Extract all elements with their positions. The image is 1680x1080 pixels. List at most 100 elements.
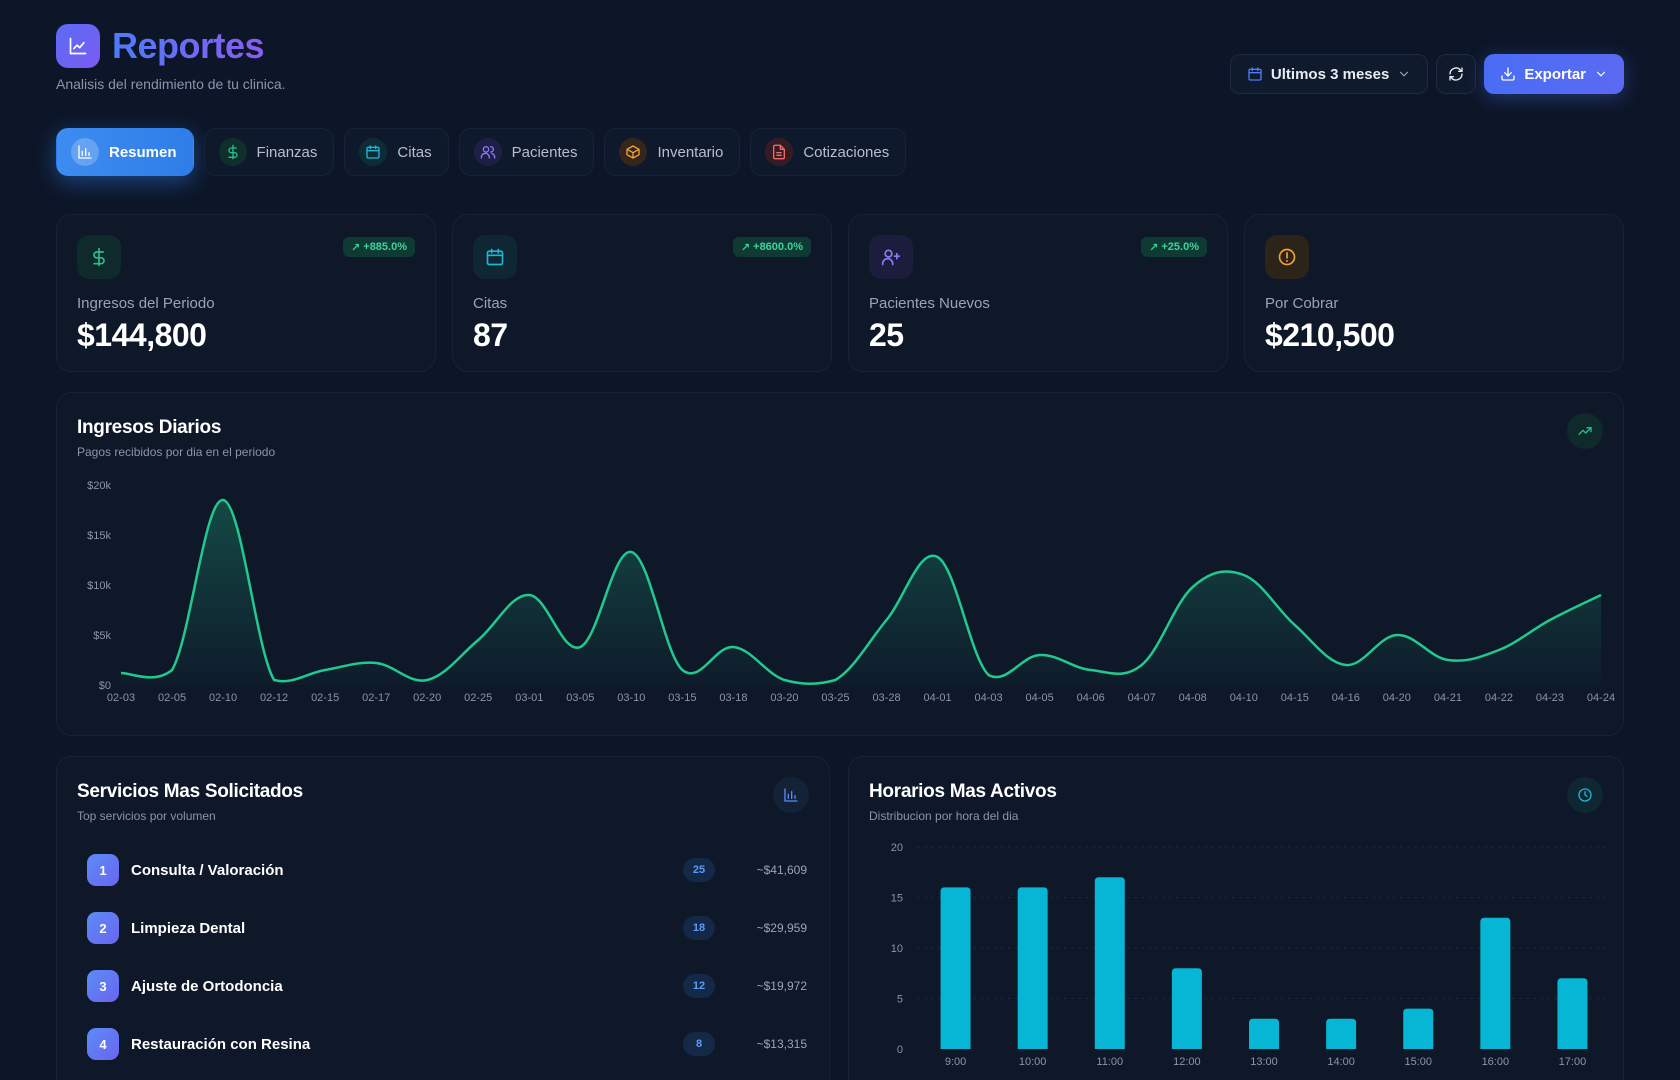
- data-point[interactable]: [1595, 589, 1607, 601]
- badge-value: +8600.0%: [753, 241, 803, 253]
- x-tick-label: 9:00: [945, 1056, 966, 1068]
- y-tick-label: $20k: [87, 480, 111, 492]
- box-icon: [619, 138, 648, 166]
- x-tick-label: 03-01: [515, 692, 543, 704]
- card-subtitle: Pagos recibidos por dia en el periodo: [77, 445, 276, 459]
- data-point[interactable]: [1136, 659, 1148, 671]
- bar[interactable]: [940, 887, 971, 1049]
- data-point[interactable]: [932, 551, 944, 563]
- data-point[interactable]: [268, 674, 280, 686]
- tab-inventario[interactable]: Inventario: [604, 128, 741, 176]
- x-tick-label: 10:00: [1019, 1056, 1047, 1068]
- data-point[interactable]: [1340, 659, 1352, 671]
- data-point[interactable]: [1391, 629, 1403, 641]
- document-icon: [765, 138, 794, 166]
- x-tick-label: 04-05: [1026, 692, 1054, 704]
- x-tick-label: 12:00: [1173, 1056, 1201, 1068]
- data-point[interactable]: [370, 657, 382, 669]
- tab-label: Pacientes: [511, 143, 578, 161]
- growth-badge: ↗ +8600.0%: [732, 237, 811, 257]
- x-tick-label: 02-25: [464, 692, 492, 704]
- data-point[interactable]: [727, 641, 739, 653]
- tab-label: Inventario: [657, 143, 724, 161]
- tab-citas[interactable]: Citas: [344, 128, 449, 176]
- rank-badge: 1: [87, 854, 119, 886]
- service-count: 12: [683, 974, 715, 998]
- list-item[interactable]: 2 Limpieza Dental 18 ~$29,959: [87, 899, 807, 957]
- hours-chart: 0 5 10 15 20 9:00 10:00 11:00 12:00 13:00 14:00 15:…: [891, 842, 1611, 1068]
- tab-cotizaciones[interactable]: Cotizaciones: [750, 128, 907, 176]
- bar-chart-icon: [773, 777, 809, 813]
- data-point[interactable]: [1493, 644, 1505, 656]
- kpi-card-ingresos: ↗ +885.0% Ingresos del Periodo $144,800: [56, 214, 436, 372]
- tab-pacientes[interactable]: Pacientes: [458, 128, 595, 176]
- export-button[interactable]: Exportar: [1484, 54, 1624, 94]
- bar[interactable]: [1249, 1018, 1279, 1049]
- services-list: 1 Consulta / Valoración 25 ~$41,609 2 Li…: [87, 841, 807, 1073]
- calendar-icon: [1248, 67, 1262, 81]
- bar[interactable]: [1557, 978, 1588, 1049]
- period-label: Ultimos 3 meses: [1270, 65, 1390, 83]
- bar[interactable]: [1403, 1008, 1434, 1049]
- top-actions: Ultimos 3 meses Exportar: [1229, 54, 1624, 94]
- bar[interactable]: [1017, 887, 1048, 1049]
- data-point[interactable]: [1238, 569, 1250, 581]
- data-point[interactable]: [1187, 581, 1199, 593]
- trending-up-icon: [1567, 413, 1603, 449]
- card-title: Servicios Mas Solicitados: [77, 781, 303, 802]
- service-name: Limpieza Dental: [131, 919, 246, 937]
- data-point[interactable]: [115, 667, 127, 679]
- y-tick-label: $0: [99, 680, 111, 692]
- data-point[interactable]: [1442, 654, 1454, 666]
- data-point[interactable]: [166, 664, 178, 676]
- calendar-icon: [359, 138, 388, 166]
- data-point[interactable]: [983, 669, 995, 681]
- tab-finanzas[interactable]: Finanzas: [203, 128, 335, 176]
- kpi-row: ↗ +885.0% Ingresos del Periodo $144,800 ↗…: [56, 214, 1624, 372]
- data-point[interactable]: [574, 641, 586, 653]
- list-item[interactable]: 3 Ajuste de Ortodoncia 12 ~$19,972: [87, 957, 807, 1015]
- area-fill: [121, 499, 1601, 685]
- data-point[interactable]: [472, 634, 484, 646]
- daily-income-card: Ingresos Diarios Pagos recibidos por dia…: [56, 392, 1624, 736]
- list-item[interactable]: 1 Consulta / Valoración 25 ~$41,609: [87, 841, 807, 899]
- y-tick-label: 20: [891, 842, 903, 854]
- x-tick-label: 17:00: [1559, 1056, 1587, 1068]
- period-select[interactable]: Ultimos 3 meses: [1229, 54, 1429, 94]
- x-tick-label: 04-01: [923, 692, 951, 704]
- calendar-icon: [473, 235, 517, 279]
- data-point[interactable]: [1034, 649, 1046, 661]
- x-tick-label: 02-10: [209, 692, 237, 704]
- tab-resumen[interactable]: Resumen: [56, 128, 194, 176]
- list-item[interactable]: 4 Restauración con Resina 8 ~$13,315: [87, 1015, 807, 1073]
- x-tick-label: 04-20: [1383, 692, 1411, 704]
- data-point[interactable]: [1085, 664, 1097, 676]
- data-point[interactable]: [829, 674, 841, 686]
- bar[interactable]: [1326, 1018, 1357, 1049]
- service-amount: ~$13,315: [756, 1037, 807, 1051]
- bar-chart-icon: [71, 138, 99, 166]
- x-tick-label: 02-12: [260, 692, 288, 704]
- chevron-down-icon: [1400, 71, 1409, 77]
- data-point[interactable]: [778, 674, 790, 686]
- x-tick-label: 04-08: [1179, 692, 1207, 704]
- data-point[interactable]: [625, 546, 637, 558]
- refresh-button[interactable]: [1436, 54, 1477, 94]
- trending-up-icon: ↗: [1149, 241, 1159, 254]
- export-label: Exportar: [1524, 65, 1586, 83]
- data-point[interactable]: [421, 674, 433, 686]
- bar[interactable]: [1480, 917, 1511, 1049]
- data-point[interactable]: [676, 664, 688, 676]
- service-amount: ~$19,972: [756, 979, 807, 993]
- bar[interactable]: [1171, 968, 1202, 1049]
- data-point[interactable]: [523, 589, 535, 601]
- data-point[interactable]: [217, 494, 229, 506]
- data-point[interactable]: [1544, 614, 1556, 626]
- line-chart-icon: [69, 37, 87, 55]
- data-point[interactable]: [1289, 619, 1301, 631]
- card-title: Ingresos Diarios: [77, 417, 222, 438]
- data-point[interactable]: [881, 614, 893, 626]
- data-point[interactable]: [319, 664, 331, 676]
- clock-icon: [1567, 777, 1603, 813]
- bar[interactable]: [1094, 877, 1125, 1049]
